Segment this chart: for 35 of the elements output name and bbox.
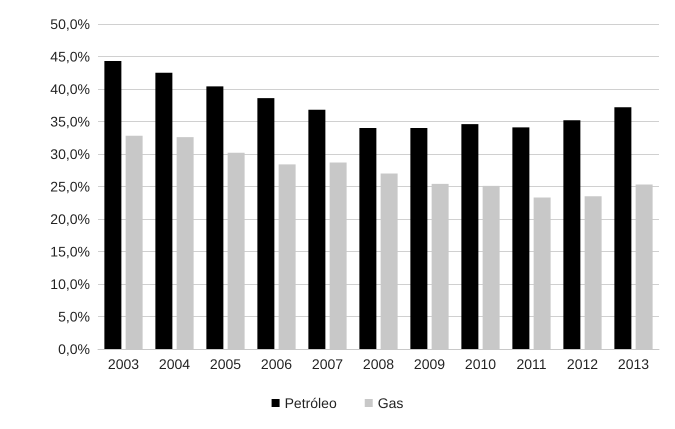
bar bbox=[308, 110, 326, 349]
y-tick-label: 5,0% bbox=[58, 308, 90, 324]
y-tick-label: 45,0% bbox=[50, 48, 90, 64]
y-tick-label: 50,0% bbox=[50, 16, 90, 32]
y-tick-label: 30,0% bbox=[50, 146, 90, 162]
x-tick-label: 2006 bbox=[260, 356, 292, 372]
bar bbox=[257, 98, 274, 349]
bar bbox=[512, 127, 530, 349]
bar bbox=[206, 86, 224, 349]
y-tick-label: 15,0% bbox=[50, 244, 90, 260]
bar bbox=[104, 61, 122, 349]
y-tick-label: 10,0% bbox=[50, 276, 90, 292]
y-tick-label: 35,0% bbox=[50, 114, 90, 130]
x-tick-label: 2013 bbox=[618, 356, 650, 372]
bar bbox=[614, 107, 632, 349]
bar bbox=[359, 128, 376, 349]
bar bbox=[461, 124, 478, 349]
legend-label: Petróleo bbox=[284, 395, 337, 411]
legend-label: Gas bbox=[378, 395, 404, 411]
x-tick-label: 2007 bbox=[312, 356, 344, 372]
x-tick-label: 2012 bbox=[566, 356, 598, 372]
bar bbox=[410, 128, 428, 349]
y-tick-label: 40,0% bbox=[50, 81, 90, 97]
y-tick-label: 0,0% bbox=[58, 341, 90, 357]
y-tick-label: 20,0% bbox=[50, 211, 90, 227]
y-tick-label: 25,0% bbox=[50, 178, 90, 194]
x-tick-label: 2010 bbox=[464, 356, 496, 372]
x-tick-label: 2005 bbox=[210, 356, 242, 372]
bar bbox=[155, 72, 172, 349]
x-tick-label: 2008 bbox=[362, 356, 394, 372]
bar bbox=[563, 120, 580, 349]
x-tick-label: 2011 bbox=[516, 356, 547, 372]
x-tick-label: 2003 bbox=[108, 356, 140, 372]
x-tick-label: 2004 bbox=[158, 356, 190, 372]
x-tick-label: 2009 bbox=[414, 356, 446, 372]
